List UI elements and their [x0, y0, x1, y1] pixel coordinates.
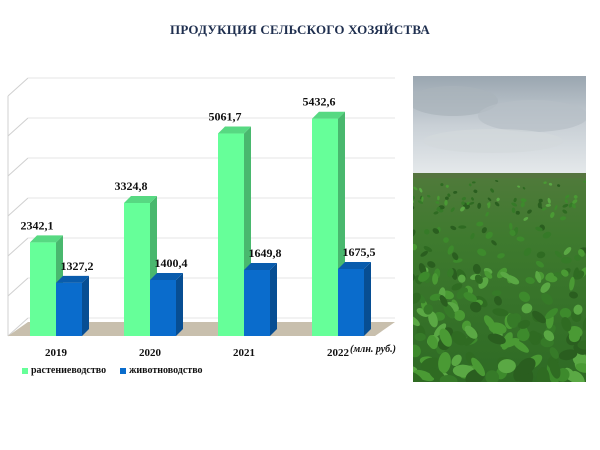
bar-top [30, 235, 63, 243]
chart-labels: 2342,1 1327,2 2019 3324,8 1400,4 2020 5061,7 16… [21, 95, 376, 359]
bar-top [56, 275, 89, 283]
bar-front [218, 133, 244, 336]
bar-front [56, 282, 82, 336]
legend-item-livestock: животноводство [120, 365, 203, 376]
bar-front [150, 279, 176, 336]
data-label: 5061,7 [209, 110, 242, 124]
unit-label: (млн. руб.) [350, 344, 396, 355]
legend-swatch-livestock [120, 367, 127, 374]
data-label: 1327,2 [61, 259, 94, 273]
bar-front [30, 242, 56, 336]
bar-front [338, 268, 364, 336]
data-label: 1400,4 [155, 256, 188, 270]
gridline [7, 277, 29, 297]
bar-side [270, 263, 277, 336]
data-label: 2342,1 [21, 218, 54, 232]
chart-bars [30, 111, 371, 336]
bar-top [124, 196, 157, 204]
bar-front [244, 270, 270, 336]
bar-front [124, 203, 150, 336]
data-label: 1649,8 [249, 246, 282, 260]
gridline [7, 237, 29, 257]
data-label: 5432,6 [303, 95, 336, 109]
gridline [7, 157, 29, 177]
gridline [7, 77, 29, 97]
bar-livestock-2022 [338, 261, 371, 336]
gridline [7, 197, 29, 217]
data-label: 1675,5 [343, 245, 376, 259]
bar-side [82, 275, 89, 336]
category-label: 2022 [327, 347, 350, 359]
legend-label-livestock: животноводство [129, 365, 203, 376]
slide-title: ПРОДУКЦИЯ СЕЛЬСКОГО ХОЗЯЙСТВА [170, 22, 430, 37]
legend-swatch-crops [22, 367, 28, 374]
bar-side [176, 272, 183, 336]
bar-livestock-2019 [56, 275, 89, 336]
category-label: 2019 [45, 347, 68, 359]
legend-label-crops: растениеводство [31, 365, 107, 376]
data-label: 3324,8 [115, 179, 148, 193]
legend-item-crops: растениеводство [22, 365, 106, 376]
bar-livestock-2021 [244, 263, 277, 336]
gridline [7, 117, 29, 137]
bar-side [364, 261, 371, 336]
bar-chart: 2342,1 1327,2 2019 3324,8 1400,4 2020 5061,7 16… [7, 77, 396, 359]
chart-floor [8, 322, 395, 336]
chart-floor-plane [8, 322, 395, 336]
bar-top [150, 272, 183, 280]
bar-top [338, 261, 371, 269]
bar-top [218, 126, 251, 134]
bar-front [312, 118, 338, 336]
gridline [7, 317, 29, 337]
chart-legend: растениеводство животноводство [22, 365, 203, 376]
bar-livestock-2020 [150, 272, 183, 336]
bar-top [312, 111, 345, 119]
category-label: 2021 [233, 347, 255, 359]
soybean-field-photo [413, 76, 586, 382]
category-label: 2020 [139, 347, 162, 359]
bar-top [244, 263, 277, 271]
